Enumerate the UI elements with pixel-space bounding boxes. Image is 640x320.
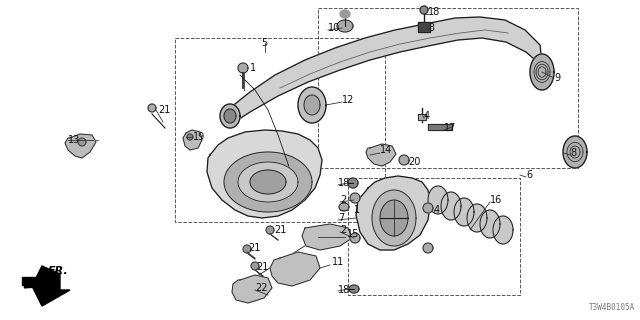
Polygon shape <box>348 178 358 188</box>
Polygon shape <box>230 17 542 125</box>
Polygon shape <box>298 87 326 123</box>
Text: 15: 15 <box>347 229 360 239</box>
Polygon shape <box>266 226 274 234</box>
Text: 19: 19 <box>193 132 205 142</box>
Polygon shape <box>339 203 349 211</box>
Polygon shape <box>243 245 251 253</box>
Text: 21: 21 <box>248 243 260 253</box>
Text: 18: 18 <box>428 7 440 17</box>
Text: 20: 20 <box>408 157 420 167</box>
Text: 18: 18 <box>338 178 350 188</box>
Text: 11: 11 <box>332 257 344 267</box>
Polygon shape <box>441 192 461 220</box>
Polygon shape <box>187 134 193 140</box>
Text: 5: 5 <box>261 38 268 48</box>
Polygon shape <box>530 54 554 90</box>
Text: 2: 2 <box>340 225 346 235</box>
Polygon shape <box>480 210 500 238</box>
Polygon shape <box>418 114 426 120</box>
Polygon shape <box>428 186 448 214</box>
Polygon shape <box>250 170 286 194</box>
Text: 17: 17 <box>444 123 456 133</box>
Polygon shape <box>183 130 202 150</box>
Polygon shape <box>349 285 359 293</box>
Text: 4: 4 <box>424 111 430 121</box>
Polygon shape <box>22 277 52 285</box>
Polygon shape <box>454 198 474 226</box>
Text: 13: 13 <box>68 135 80 145</box>
Polygon shape <box>337 20 353 32</box>
Polygon shape <box>350 233 360 243</box>
Polygon shape <box>366 144 396 166</box>
Text: 3: 3 <box>428 23 434 33</box>
Polygon shape <box>270 252 320 286</box>
Polygon shape <box>238 63 248 73</box>
Polygon shape <box>423 203 433 213</box>
Text: 14: 14 <box>380 145 392 155</box>
Text: 12: 12 <box>342 95 355 105</box>
Polygon shape <box>418 22 430 32</box>
Polygon shape <box>65 134 96 158</box>
Text: 16: 16 <box>490 195 502 205</box>
Polygon shape <box>350 193 360 203</box>
Text: 2: 2 <box>340 195 346 205</box>
Polygon shape <box>224 109 236 123</box>
Polygon shape <box>220 104 240 128</box>
Text: 21: 21 <box>256 262 268 272</box>
Text: 10: 10 <box>328 23 340 33</box>
Text: FR.: FR. <box>48 266 68 276</box>
Text: 4: 4 <box>434 205 440 215</box>
Polygon shape <box>78 138 86 146</box>
Text: 21: 21 <box>158 105 170 115</box>
Polygon shape <box>340 10 350 18</box>
Text: 21: 21 <box>274 225 286 235</box>
Polygon shape <box>423 243 433 253</box>
Polygon shape <box>356 176 430 250</box>
Polygon shape <box>148 104 156 112</box>
Text: 6: 6 <box>526 170 532 180</box>
Text: 8: 8 <box>570 148 576 158</box>
Polygon shape <box>380 200 408 236</box>
Polygon shape <box>372 190 416 246</box>
Text: 1: 1 <box>354 205 360 215</box>
Polygon shape <box>302 224 352 250</box>
Polygon shape <box>32 266 70 306</box>
Polygon shape <box>238 162 298 202</box>
Text: 18: 18 <box>338 285 350 295</box>
Polygon shape <box>467 204 487 232</box>
Polygon shape <box>232 275 272 303</box>
Polygon shape <box>563 136 587 168</box>
Polygon shape <box>304 95 320 115</box>
Text: 1: 1 <box>250 63 256 73</box>
Text: T3W4B0105A: T3W4B0105A <box>589 303 635 312</box>
Polygon shape <box>493 216 513 244</box>
Polygon shape <box>207 130 322 218</box>
Polygon shape <box>224 152 312 212</box>
Text: 7: 7 <box>338 213 344 223</box>
Text: 9: 9 <box>554 73 560 83</box>
Polygon shape <box>251 262 259 270</box>
Polygon shape <box>399 155 409 165</box>
Polygon shape <box>428 124 452 130</box>
Text: 22: 22 <box>255 283 268 293</box>
Polygon shape <box>420 6 428 14</box>
